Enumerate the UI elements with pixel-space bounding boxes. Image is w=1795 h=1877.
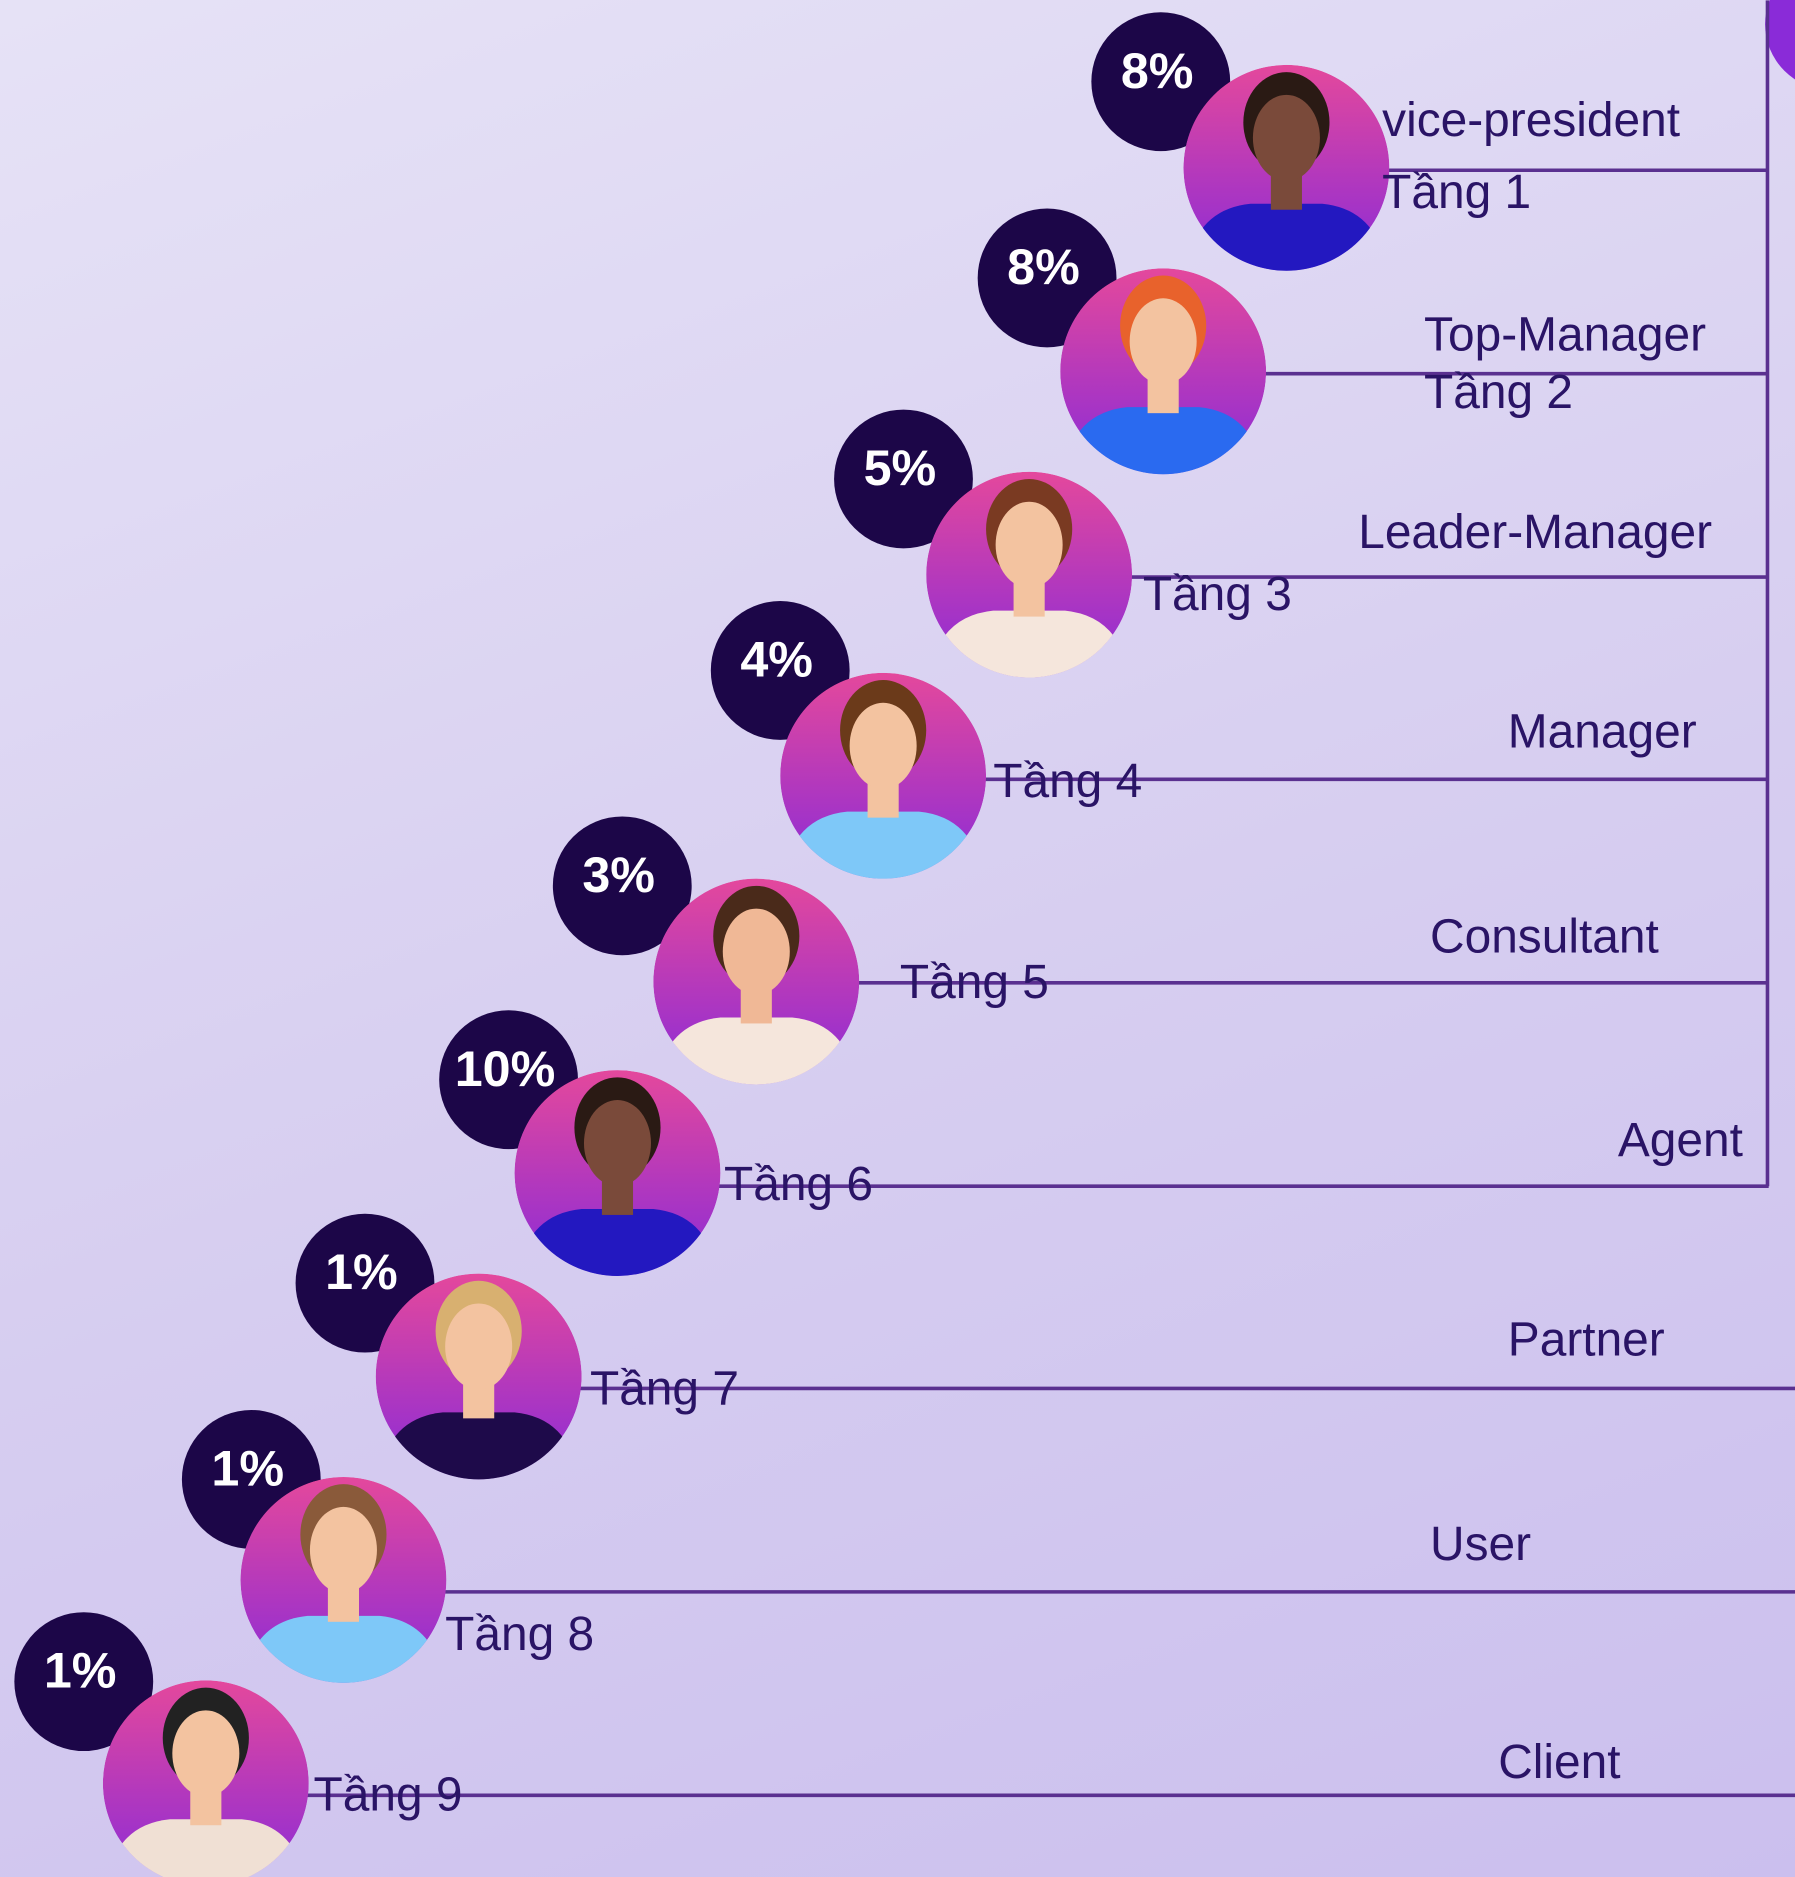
tier-label: Tầng 1	[1382, 166, 1531, 219]
avatar-face	[172, 1710, 239, 1796]
tier-label: Tầng 5	[900, 956, 1049, 1009]
percent-label: 1%	[325, 1244, 398, 1300]
avatar	[1060, 268, 1266, 485]
avatar	[515, 1070, 721, 1287]
avatar	[1184, 65, 1390, 282]
avatar-face	[1253, 95, 1320, 181]
tier-label: Tầng 8	[445, 1608, 594, 1661]
role-label: User	[1430, 1518, 1531, 1571]
percent-label: 1%	[44, 1643, 117, 1699]
percent-label: 8%	[1121, 43, 1194, 99]
avatar	[926, 472, 1132, 689]
avatar-face	[310, 1507, 377, 1593]
percent-label: 3%	[582, 847, 655, 903]
percent-label: 5%	[864, 440, 937, 496]
tier-label: Tầng 4	[993, 755, 1142, 808]
corner-decoration	[1765, 0, 1795, 90]
role-label: vice-president	[1382, 94, 1680, 147]
avatar	[780, 673, 986, 890]
avatar-face	[1130, 298, 1197, 384]
tier-label: Tầng 6	[724, 1158, 873, 1211]
avatar	[103, 1680, 309, 1877]
percent-label: 10%	[455, 1041, 556, 1097]
role-label: Client	[1498, 1736, 1620, 1789]
tier-label: Tầng 9	[314, 1768, 463, 1821]
avatar-face	[996, 502, 1063, 588]
percent-label: 1%	[211, 1440, 284, 1496]
avatar	[241, 1477, 447, 1694]
tier-diagram: 8%vice-presidentTầng 18%Top-ManagerTầng …	[0, 0, 1795, 1877]
percent-label: 8%	[1007, 239, 1080, 295]
avatar-face	[850, 703, 917, 789]
avatar	[653, 879, 859, 1096]
page: {"levels": [ {"percent": "8%", "role": "…	[0, 0, 1795, 1877]
avatar-face	[584, 1100, 651, 1186]
role-label: Consultant	[1430, 910, 1659, 963]
percent-label: 4%	[740, 632, 813, 688]
tier-label: Tầng 7	[590, 1363, 739, 1416]
tier-label: Tầng 3	[1143, 568, 1292, 621]
role-label: Agent	[1618, 1114, 1743, 1167]
avatar-face	[723, 909, 790, 995]
role-label: Top-Manager	[1424, 308, 1706, 361]
role-label: Leader-Manager	[1358, 506, 1712, 559]
avatar-face	[445, 1303, 512, 1389]
avatar	[376, 1274, 582, 1491]
role-label: Partner	[1508, 1314, 1665, 1367]
tier-label: Tầng 2	[1424, 366, 1573, 419]
role-label: Manager	[1508, 706, 1697, 759]
